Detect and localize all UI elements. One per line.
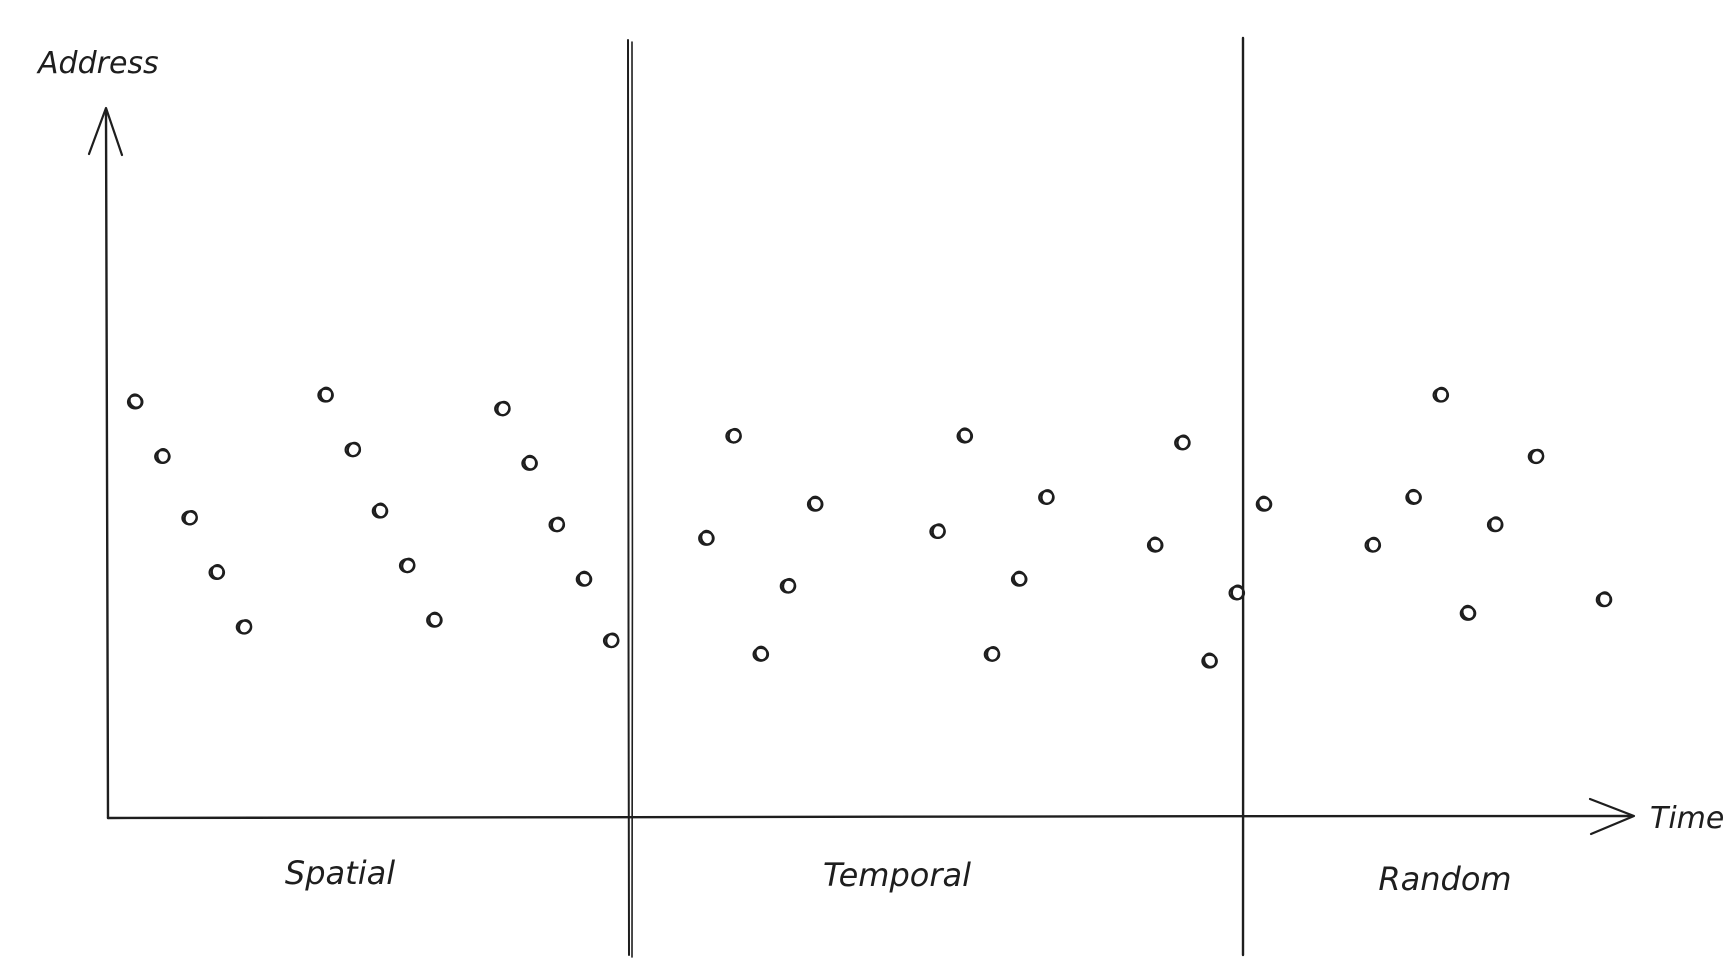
x-axis-label: Time [1650,801,1724,836]
access-point [1364,536,1382,553]
access-point [779,577,797,594]
access-point [806,495,824,512]
access-point-outline-inner [700,529,714,546]
access-point [317,386,334,403]
access-point [1174,434,1191,451]
access-point-outline-inner [401,557,416,574]
x-axis [106,814,1634,820]
access-point [752,645,770,662]
access-point [983,645,1001,662]
access-point-outline-inner [183,510,198,526]
section-divider-1 [627,39,630,956]
access-point [602,632,620,649]
access-point-outline-inner [373,502,388,519]
access-point-outline-inner [781,577,796,594]
access-point [1595,591,1613,608]
access-point [208,563,226,580]
access-point-outline-inner [1257,495,1272,512]
access-point [929,523,946,540]
y-axis [104,108,110,820]
access-point-outline-inner [237,619,253,635]
access-point [548,516,566,533]
access-point-outline-inner [1176,434,1191,451]
access-point [1459,604,1477,621]
access-point-outline-inner [1230,584,1245,601]
access-point [1486,516,1504,533]
access-point-outline-inner [1434,386,1449,403]
access-point [154,448,171,465]
access-point [1146,536,1164,553]
access-point-outline-inner [1366,536,1381,553]
access-point [1201,652,1218,669]
access-point [235,619,253,635]
section-label-random: Random [1378,860,1511,898]
access-point [126,393,144,410]
access-point [725,427,742,444]
access-point [181,510,198,526]
access-point [1038,489,1055,505]
access-point [956,427,974,444]
access-point-outline-inner [496,400,511,417]
access-point [1255,495,1273,512]
access-point-outline-inner [754,645,769,662]
access-point [575,570,593,587]
access-point [1228,584,1246,601]
access-point [1010,570,1028,587]
access-point [494,400,511,417]
access-point-outline-inner [605,632,620,649]
access-point-outline-inner [550,516,565,533]
access-point-outline-inner [1148,536,1163,553]
access-point-outline-inner [128,393,143,409]
access-point-outline-inner [931,523,946,539]
access-point-outline-inner [1597,591,1612,608]
y-axis-label: Address [36,46,159,81]
access-point-outline-inner [1012,570,1027,587]
access-point-outline-inner [727,427,742,444]
x-axis-arrowhead [1588,797,1636,836]
access-point [521,454,538,471]
access-point [698,529,715,546]
access-point [344,441,362,458]
access-point-outline-inner [346,441,361,458]
access-point-outline-inner [808,495,823,512]
y-axis-arrowhead [87,106,124,157]
access-point-outline-inner [1202,652,1218,668]
access-point-outline-inner [428,611,443,628]
access-point [398,557,416,574]
section-label-spatial: Spatial [285,854,395,892]
access-point-outline-inner [1040,489,1055,505]
access-point-outline-inner [985,645,1000,662]
access-points [126,386,1613,669]
access-point-outline-inner [523,454,538,471]
access-point-outline-inner [577,570,592,587]
access-point-outline-inner [210,563,225,580]
access-point [1527,448,1545,465]
access-point-outline-inner [1461,604,1476,621]
access-point [371,502,389,519]
access-point-outline-inner [319,386,334,403]
access-point [1405,488,1422,505]
access-point-outline-inner [156,448,171,464]
access-point-outline-inner [1489,516,1503,533]
access-point-outline-inner [1529,448,1545,465]
access-point [1432,386,1450,403]
access-point-outline-inner [1406,488,1422,505]
access-point-outline-inner [958,427,973,444]
access-point [426,611,443,628]
section-label-temporal: Temporal [823,856,971,894]
